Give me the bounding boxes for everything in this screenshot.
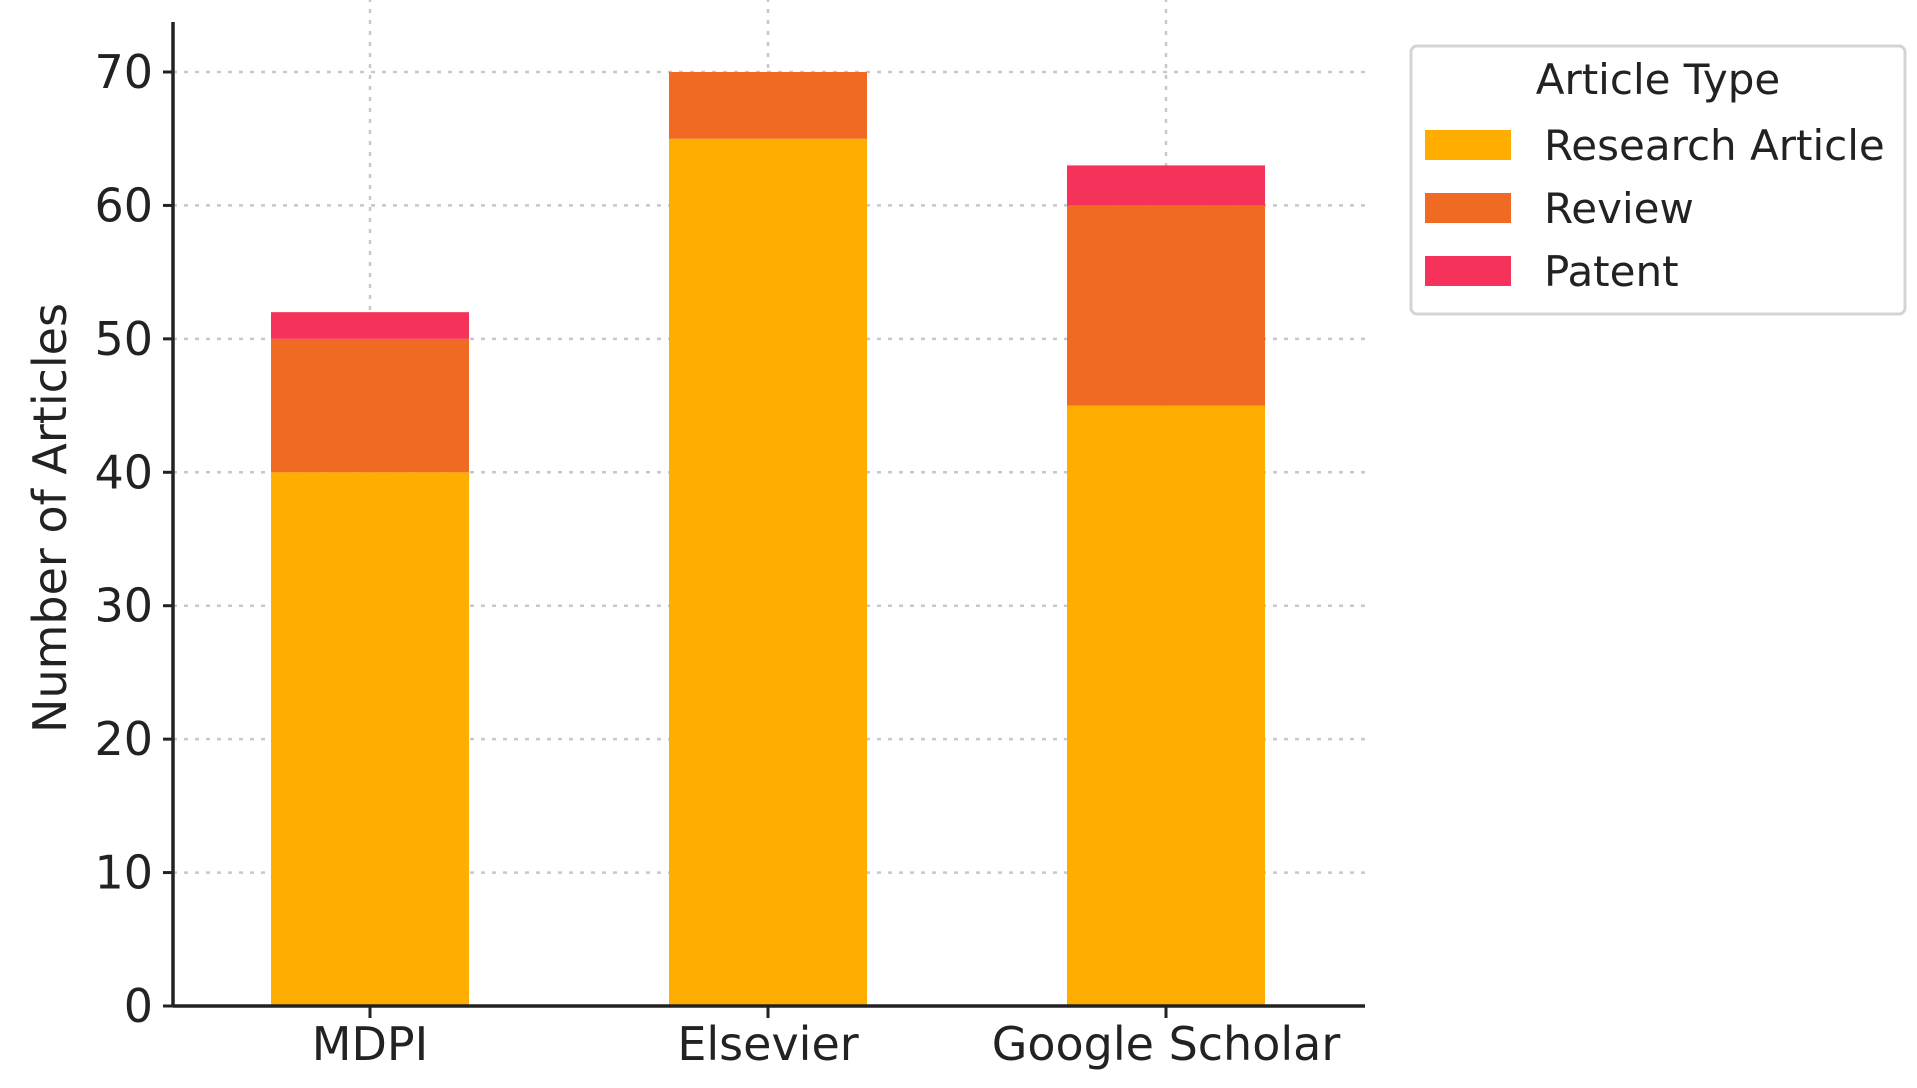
x-tick-label: Elsevier (677, 1017, 858, 1071)
bar-segment (271, 338, 469, 473)
legend-items: Research Article Review Patent (1425, 121, 1885, 296)
x-tick-label: MDPI (312, 1017, 428, 1071)
legend-label: Review (1544, 184, 1694, 233)
y-ticks: 0 10 20 30 40 50 60 70 (94, 45, 173, 1033)
bar-segment (1067, 165, 1265, 206)
y-tick-label: 0 (124, 979, 153, 1033)
y-tick-label: 30 (94, 579, 153, 633)
legend: Article Type Research Article Review Paten… (1409, 44, 1907, 316)
y-tick-label: 50 (94, 312, 153, 366)
legend-frame (1409, 44, 1907, 316)
bar-segment (271, 472, 469, 1006)
legend-swatch (1425, 193, 1511, 223)
legend-title: Article Type (1536, 55, 1781, 104)
bar-segment (271, 312, 469, 339)
x-tick-label: Google Scholar (992, 1017, 1341, 1071)
y-tick-label: 40 (94, 445, 153, 499)
bar-segment (1067, 405, 1265, 1007)
bar-segment (1067, 205, 1265, 406)
bar-segment (669, 138, 867, 1006)
y-tick-label: 60 (94, 178, 153, 232)
y-tick-label: 10 (94, 846, 153, 900)
legend-label: Patent (1544, 247, 1679, 296)
y-axis-label: Number of Articles (23, 303, 77, 733)
y-tick-label: 70 (94, 45, 153, 99)
legend-swatch (1425, 130, 1511, 160)
legend-swatch (1425, 256, 1511, 286)
bars-layer (271, 72, 1265, 1007)
legend-label: Research Article (1544, 121, 1885, 170)
y-tick-label: 20 (94, 712, 153, 766)
x-ticks: MDPI Elsevier Google Scholar (312, 1006, 1341, 1071)
bar-segment (669, 72, 867, 139)
